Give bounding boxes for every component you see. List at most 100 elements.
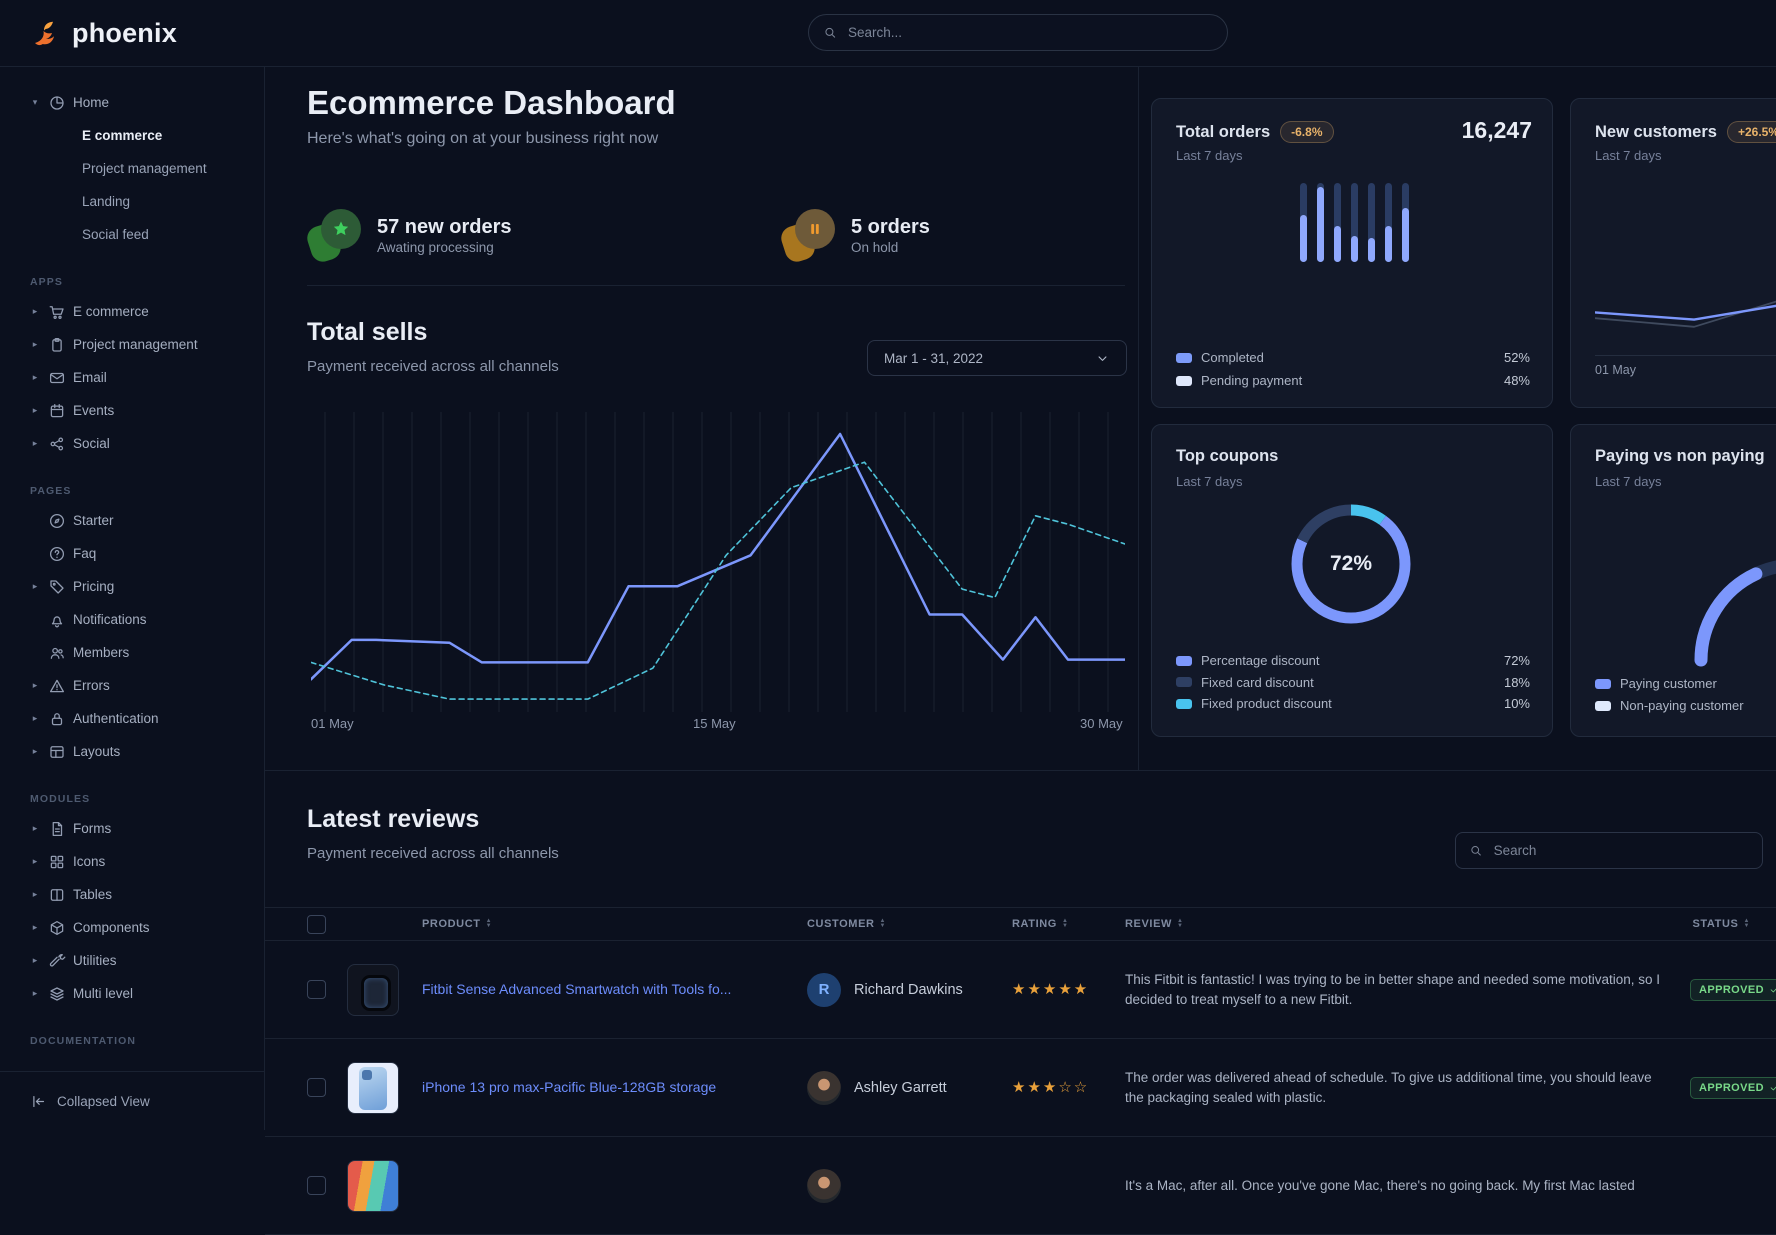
row-checkbox[interactable] xyxy=(307,980,326,999)
total-orders-card: Total orders -6.8% Last 7 days 16,247 Co… xyxy=(1151,98,1553,408)
sidebar-item-pricing[interactable]: ▸ Pricing xyxy=(0,570,264,603)
column-label: REVIEW xyxy=(1125,918,1172,930)
page-subtitle: Here's what's going on at your business … xyxy=(307,130,659,147)
sidebar-item-label: Email xyxy=(73,370,107,385)
table-row: Fitbit Sense Advanced Smartwatch with To… xyxy=(265,941,1776,1039)
phone-camera xyxy=(362,1069,372,1080)
cell-customer xyxy=(807,1168,1012,1203)
legend-value: 52% xyxy=(1503,350,1530,365)
calendar-icon xyxy=(48,402,66,420)
sidebar-item-label: Starter xyxy=(73,513,114,528)
column-header-product[interactable]: PRODUCT ▲ ▼ xyxy=(422,918,807,930)
stat-icon xyxy=(778,207,837,265)
column-header-rating[interactable]: RATING ▲ ▼ xyxy=(1012,918,1125,930)
sidebar-subitem-social-feed[interactable]: Social feed xyxy=(82,227,149,242)
legend-swatch xyxy=(1176,655,1192,666)
check-icon xyxy=(1769,984,1776,995)
phoenix-logo-icon xyxy=(35,21,54,46)
status-badge: APPROVED xyxy=(1690,1076,1776,1099)
product-image-watch xyxy=(347,963,399,1016)
sidebar-item-project-management[interactable]: ▸ Project management xyxy=(0,328,264,361)
delta-badge: +26.5% xyxy=(1726,121,1776,143)
row-checkbox[interactable] xyxy=(307,1176,326,1195)
collapsed-view-toggle[interactable]: Collapsed View xyxy=(0,1071,264,1130)
reviews-search[interactable] xyxy=(1455,832,1763,869)
select-all-checkbox[interactable] xyxy=(307,914,326,934)
sidebar-item-faq[interactable]: Faq xyxy=(0,537,264,570)
x-tick-label: 30 May xyxy=(1080,716,1123,731)
status-label: APPROVED xyxy=(1699,1081,1764,1094)
cell-product: iPhone 13 pro max-Pacific Blue-128GB sto… xyxy=(422,1079,807,1097)
reviews-search-input[interactable] xyxy=(1491,842,1749,859)
star-glyph xyxy=(331,219,351,239)
caret-right-icon: ▸ xyxy=(32,680,38,690)
sidebar-item-home[interactable]: ▾ Home xyxy=(0,86,264,119)
date-range-select[interactable]: Mar 1 - 31, 2022 xyxy=(867,340,1127,376)
sidebar-subitem-landing[interactable]: Landing xyxy=(82,194,131,209)
sort-icon: ▲ ▼ xyxy=(1061,918,1069,929)
order-bar xyxy=(1402,183,1409,262)
question-icon xyxy=(48,545,66,563)
sidebar-item-label: Icons xyxy=(73,854,106,869)
order-bar-completed xyxy=(1402,208,1409,262)
product-link[interactable]: Fitbit Sense Advanced Smartwatch with To… xyxy=(422,980,732,997)
sidebar-item-label: Authentication xyxy=(73,711,159,726)
sidebar: ▾ Home E commerce Project management Landing… xyxy=(0,66,265,1130)
legend-value: 72% xyxy=(1503,653,1530,668)
sidebar-item-starter[interactable]: Starter xyxy=(0,504,264,537)
order-bar xyxy=(1385,183,1392,262)
caret-right-icon: ▸ xyxy=(32,922,38,932)
sidebar-item-components[interactable]: ▸ Components xyxy=(0,911,264,944)
donut-center-value: 72% xyxy=(1329,552,1373,575)
sidebar-item-events[interactable]: ▸ Events xyxy=(0,394,264,427)
sidebar-item-label: Pricing xyxy=(73,579,115,594)
caret-right-icon: ▸ xyxy=(32,405,38,415)
status-label: APPROVED xyxy=(1699,983,1764,996)
legend-label: Pending payment xyxy=(1201,373,1303,388)
reviews-subtitle: Payment received across all channels xyxy=(307,845,559,862)
sidebar-item-members[interactable]: Members xyxy=(0,636,264,669)
layout-icon xyxy=(48,743,66,761)
sidebar-item-email[interactable]: ▸ Email xyxy=(0,361,264,394)
brand-logo[interactable]: phoenix xyxy=(0,17,177,49)
page-title: Ecommerce Dashboard xyxy=(307,84,676,121)
column-header-status[interactable]: STATUS ▲ ▼ xyxy=(1690,918,1776,930)
column-header-customer[interactable]: CUSTOMER ▲ ▼ xyxy=(807,918,1012,930)
divider xyxy=(307,285,1125,286)
legend-item-pending-payment: Pending payment 48% xyxy=(1176,373,1530,388)
sidebar-item-e-commerce[interactable]: ▸ E commerce xyxy=(0,295,264,328)
series-current xyxy=(1595,304,1776,321)
product-link[interactable]: iPhone 13 pro max-Pacific Blue-128GB sto… xyxy=(422,1078,717,1095)
legend-swatch xyxy=(1595,678,1611,689)
sidebar-item-social[interactable]: ▸ Social xyxy=(0,427,264,460)
global-search[interactable] xyxy=(808,14,1228,51)
lock-icon xyxy=(48,710,66,728)
sidebar-item-label: Events xyxy=(73,403,115,418)
card-title: Top coupons xyxy=(1176,447,1279,465)
sidebar-item-layouts[interactable]: ▸ Layouts xyxy=(0,735,264,768)
legend-item-completed: Completed 52% xyxy=(1176,350,1530,365)
pause-icon xyxy=(795,209,835,249)
stat-caption: On hold xyxy=(851,240,899,255)
sidebar-item-tables[interactable]: ▸ Tables xyxy=(0,878,264,911)
sidebar-item-multi-level[interactable]: ▸ Multi level xyxy=(0,977,264,1010)
chevron-down-icon xyxy=(1095,351,1110,366)
stat-icon xyxy=(304,207,363,265)
search-icon xyxy=(1469,843,1483,858)
sidebar-item-forms[interactable]: ▸ Forms xyxy=(0,812,264,845)
sidebar-subitem-project-management[interactable]: Project management xyxy=(82,161,207,176)
column-header-review[interactable]: REVIEW ▲ ▼ xyxy=(1125,918,1690,930)
sidebar-subitem-e-commerce[interactable]: E commerce xyxy=(82,128,163,143)
row-checkbox[interactable] xyxy=(307,1078,326,1097)
sidebar-item-notifications[interactable]: Notifications xyxy=(0,603,264,636)
order-bar-completed xyxy=(1368,238,1375,262)
sidebar-item-label: Errors xyxy=(73,678,110,693)
global-search-input[interactable] xyxy=(845,24,1213,41)
legend-label: Completed xyxy=(1201,350,1264,365)
legend-swatch xyxy=(1176,352,1192,363)
sidebar-item-icons[interactable]: ▸ Icons xyxy=(0,845,264,878)
sidebar-item-utilities[interactable]: ▸ Utilities xyxy=(0,944,264,977)
sidebar-item-errors[interactable]: ▸ Errors xyxy=(0,669,264,702)
sidebar-item-authentication[interactable]: ▸ Authentication xyxy=(0,702,264,735)
card-period: Last 7 days xyxy=(1176,474,1243,489)
